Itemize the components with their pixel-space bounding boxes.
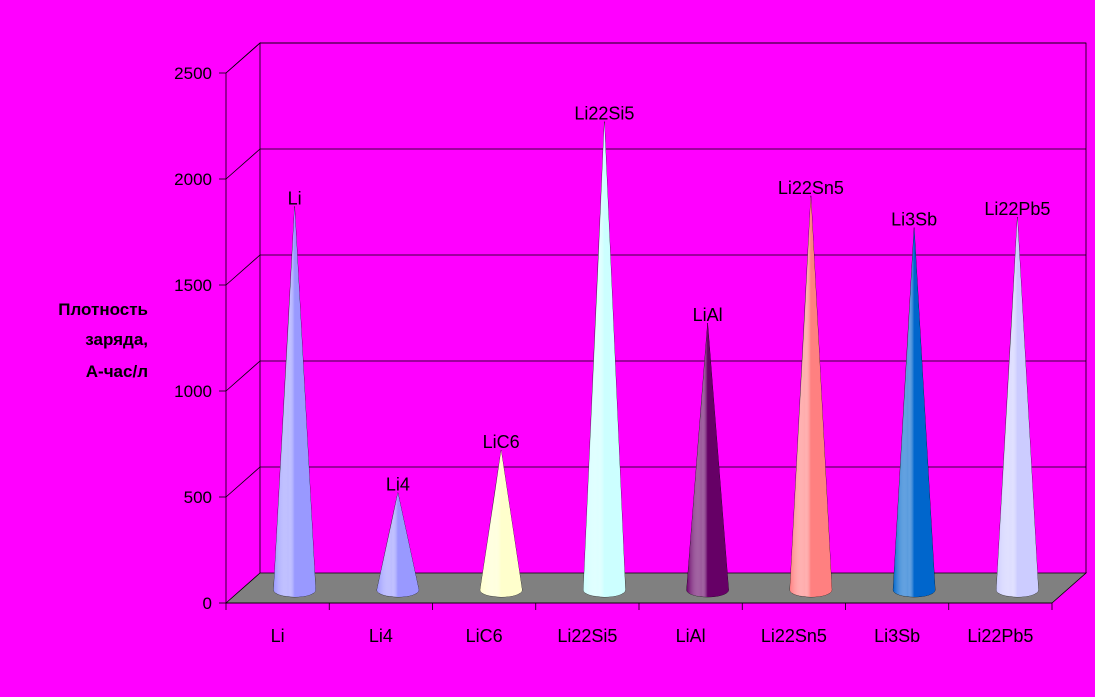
cone-li22pb5 <box>996 216 1039 598</box>
back-wall-outline <box>260 42 1087 573</box>
data-label: LiAl <box>693 305 723 325</box>
cone-shading <box>686 323 729 598</box>
chart-floor <box>224 572 1088 604</box>
cone-li <box>273 206 316 598</box>
side-wall-outline <box>225 42 261 603</box>
gridline <box>225 148 1086 180</box>
data-labels: Li Li4 LiC6 Li22Si5 LiAl Li22Sn5 Li3Sb Li22Pb5 <box>288 104 1051 495</box>
data-label: Li22Si5 <box>574 104 634 124</box>
y-tick-label: 500 <box>184 488 212 507</box>
gridline <box>225 254 1086 286</box>
y-axis-ticks: 0 500 1000 1500 2000 2500 <box>174 64 226 613</box>
y-tick-label: 0 <box>203 594 212 613</box>
cone-shading <box>480 450 523 598</box>
data-label: Li3Sb <box>891 210 937 230</box>
data-label: Li22Pb5 <box>984 199 1050 219</box>
cone-li4 <box>376 492 420 598</box>
cone-li3sb <box>892 227 936 598</box>
cone-shading <box>893 227 936 598</box>
chart-walls <box>225 42 1087 603</box>
cone-shading <box>583 121 626 598</box>
gridline <box>225 42 1086 74</box>
x-category-label: Li22Pb5 <box>967 626 1033 646</box>
cone-li22si5 <box>583 121 626 598</box>
cone-lic6 <box>479 450 523 598</box>
y-axis-title-line: А-час/л <box>86 362 148 381</box>
data-label: Li22Sn5 <box>778 178 844 198</box>
y-tick-label: 1000 <box>174 382 212 401</box>
cone-shading <box>996 217 1039 598</box>
y-tick-label: 1500 <box>174 276 212 295</box>
data-label: Li4 <box>386 475 410 495</box>
floor-plane <box>224 572 1088 604</box>
y-axis-title: Плотность заряда, А-час/л <box>58 300 148 381</box>
x-category-label: Li22Si5 <box>557 626 617 646</box>
y-tick-label: 2500 <box>174 64 212 83</box>
x-axis: Li Li4 LiC6 Li22Si5 LiAl Li22Sn5 Li3Sb Li22Pb5 <box>225 602 1053 646</box>
x-category-label: Li4 <box>369 626 393 646</box>
y-axis-title-line: заряда, <box>85 330 148 349</box>
x-category-label: Li3Sb <box>874 626 920 646</box>
data-label: Li <box>288 188 302 208</box>
cone-shading <box>273 206 316 598</box>
cone-lial <box>686 322 729 598</box>
x-category-label: LiC6 <box>466 626 503 646</box>
cone-li22sn5 <box>789 195 833 598</box>
data-label: LiC6 <box>483 432 520 452</box>
y-axis-title-line: Плотность <box>58 300 148 319</box>
x-category-label: Li <box>271 626 285 646</box>
gridline <box>225 360 1086 392</box>
x-category-label: Li22Sn5 <box>761 626 827 646</box>
gridlines <box>225 42 1086 498</box>
gridline <box>225 466 1086 498</box>
cone-shading <box>789 195 832 598</box>
cone-shading <box>376 492 419 598</box>
y-tick-label: 2000 <box>174 170 212 189</box>
cone-series <box>273 121 1039 598</box>
x-category-label: LiAl <box>676 626 706 646</box>
